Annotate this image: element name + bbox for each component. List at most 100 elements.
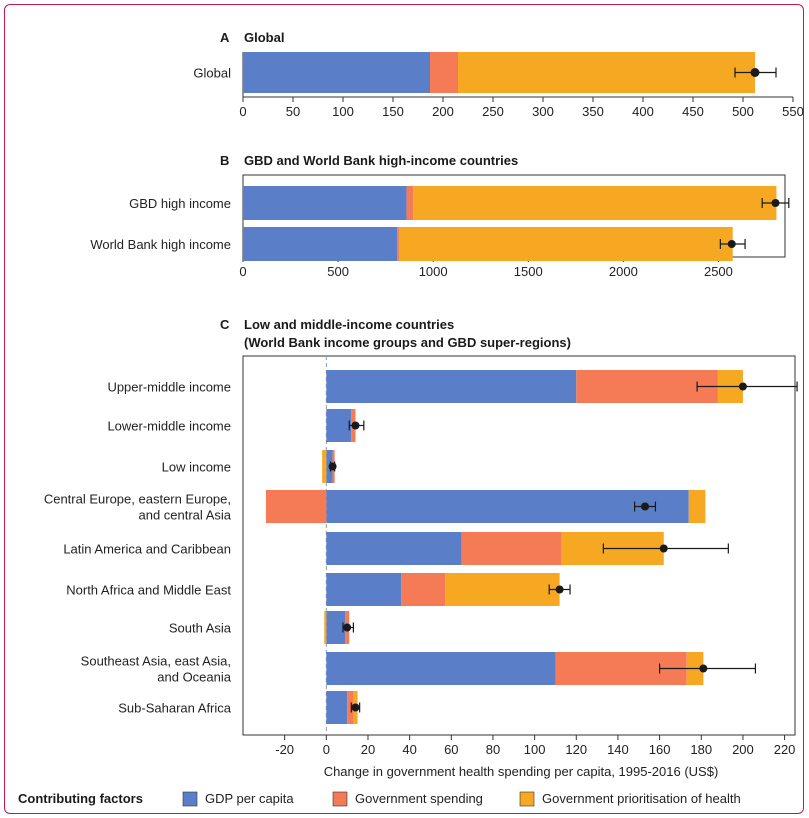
x-tick-label: 400 [632, 104, 654, 119]
x-tick-label: 0 [239, 264, 246, 279]
x-tick-label: -20 [275, 742, 294, 757]
bar-segment [397, 227, 399, 261]
legend-label-gov-spending: Government spending [355, 791, 483, 806]
x-tick-label: 50 [286, 104, 300, 119]
figure-frame [4, 4, 804, 814]
panel-c-plot: -20 0 20 40 60 80 100 120 140 160 180 200 220 Upper-m… [44, 355, 798, 757]
x-tick-label: 550 [782, 104, 804, 119]
x-tick-label: 160 [649, 742, 671, 757]
x-tick-label: 350 [582, 104, 604, 119]
x-tick-label: 300 [532, 104, 554, 119]
bar-segment [326, 691, 348, 724]
estimate-point [555, 585, 564, 594]
x-tick-label: 180 [690, 742, 712, 757]
legend-swatch-gdp [182, 791, 198, 807]
x-tick-label: 200 [732, 742, 754, 757]
category-label: Global [193, 66, 231, 81]
category-label: Central Europe, eastern Europe, [44, 492, 231, 507]
category-label: and Oceania [157, 670, 231, 685]
panel-b-plot: 0 500 1000 1500 2000 2500 GBD high income World… [90, 174, 790, 279]
category-label: Low income [162, 460, 231, 475]
estimate-point [351, 421, 360, 430]
bar-segment [265, 490, 327, 523]
x-tick-label: 200 [432, 104, 454, 119]
x-tick-label: 80 [486, 742, 500, 757]
bar-segment [326, 573, 402, 606]
legend-label-gdp: GDP per capita [205, 791, 294, 806]
estimate-point [699, 664, 708, 673]
category-label: South Asia [169, 621, 232, 636]
x-tick-label: 100 [332, 104, 354, 119]
bar-segment [401, 573, 446, 606]
category-label: Upper-middle income [107, 380, 231, 395]
bar-segment [576, 370, 718, 403]
x-tick-label: 1500 [514, 264, 543, 279]
bar-segment [458, 52, 755, 93]
legend-swatch-gov-spending [332, 791, 348, 807]
bar-segment [406, 186, 414, 220]
panel-a-title: Global [244, 30, 284, 45]
bar-segment [322, 450, 327, 483]
estimate-point [738, 382, 747, 391]
x-tick-label: 120 [565, 742, 587, 757]
bar-segment [324, 611, 327, 644]
panel-c-letter: C [220, 317, 230, 332]
estimate-point [351, 703, 360, 712]
panel-a-letter: A [220, 30, 230, 45]
x-tick-label: 220 [774, 742, 796, 757]
bar-segment [326, 409, 352, 442]
x-tick-label: 2500 [704, 264, 733, 279]
category-label: Southeast Asia, east Asia, [81, 654, 231, 669]
x-tick-label: 450 [682, 104, 704, 119]
panel-a-plot: 0 50 100 150 200 250 300 350 400 450 500 550 Global [193, 52, 804, 119]
x-tick-label: 140 [607, 742, 629, 757]
bar-segment [243, 227, 398, 261]
category-label: Lower-middle income [107, 419, 231, 434]
bar-segment [445, 573, 560, 606]
legend-title: Contributing factors [18, 791, 143, 806]
bar-segment [243, 52, 430, 93]
estimate-point [750, 68, 760, 77]
x-tick-label: 500 [327, 264, 349, 279]
estimate-point [343, 623, 352, 632]
legend-label-prioritisation: Government prioritisation of health [542, 791, 741, 806]
panel-c-frame [242, 355, 796, 736]
estimate-point [771, 199, 780, 207]
bar-segment [398, 227, 733, 261]
panel-b-letter: B [220, 153, 229, 168]
bar-segment [413, 186, 777, 220]
panel-c-title-line1: Low and middle-income countries [244, 317, 454, 332]
category-label: Latin America and Caribbean [63, 542, 231, 557]
bar-segment [326, 611, 346, 644]
legend-swatch-prioritisation [519, 791, 535, 807]
panel-b-title: GBD and World Bank high-income countries [244, 153, 518, 168]
bar-segment [461, 532, 562, 565]
x-tick-label: 2000 [609, 264, 638, 279]
category-label: GBD high income [129, 196, 231, 211]
category-label: Sub-Saharan Africa [118, 701, 232, 716]
x-tick-label: 100 [524, 742, 546, 757]
x-axis-label: Change in government health spending per… [324, 764, 719, 779]
estimate-point [328, 462, 337, 471]
bar-segment [326, 652, 556, 685]
x-tick-label: 60 [444, 742, 458, 757]
x-tick-label: 150 [382, 104, 404, 119]
category-label: and central Asia [138, 508, 231, 523]
category-label: World Bank high income [90, 237, 231, 252]
x-tick-label: 250 [482, 104, 504, 119]
x-tick-label: 20 [361, 742, 375, 757]
bar-segment [326, 532, 462, 565]
x-tick-label: 500 [732, 104, 754, 119]
estimate-point [641, 502, 650, 511]
bar-segment [430, 52, 458, 93]
x-tick-label: 1000 [419, 264, 448, 279]
bar-segment [347, 691, 354, 724]
x-tick-label: 40 [402, 742, 416, 757]
bar-segment [326, 490, 689, 523]
panel-c-title-line2: (World Bank income groups and GBD super-… [244, 335, 571, 350]
x-tick-label: 0 [239, 104, 246, 119]
bar-segment [688, 490, 706, 523]
estimate-point [659, 544, 668, 553]
category-label: North Africa and Middle East [66, 583, 231, 598]
